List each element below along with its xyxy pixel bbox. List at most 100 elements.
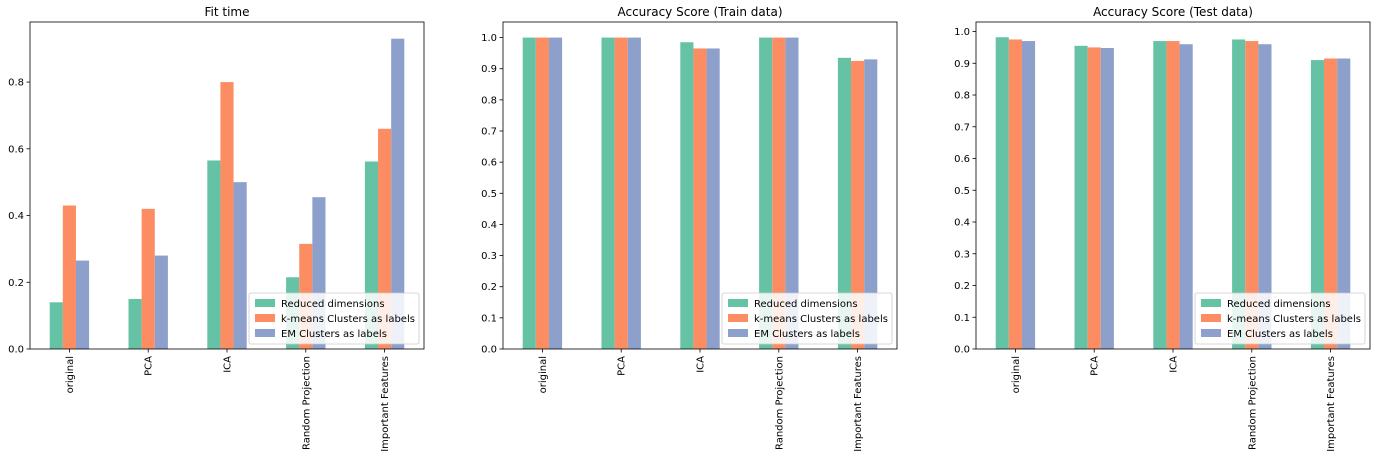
chart-title: Fit time	[205, 5, 250, 19]
bar-em-clusters-as-labels-original	[75, 260, 90, 349]
bar-k-means-clusters-as-labels-important-features	[1324, 58, 1338, 349]
bar-reduced-dimensions-random-projection	[759, 37, 773, 349]
bar-em-clusters-as-labels-ica	[706, 48, 720, 349]
y-tick-label: 1.0	[954, 27, 970, 38]
y-tick-label: 0.9	[481, 64, 497, 75]
legend-swatch-reduced-dimensions	[1201, 299, 1221, 307]
bar-reduced-dimensions-pca	[1074, 45, 1088, 350]
x-tick-label-important-features: Important Features	[380, 356, 391, 452]
bar-em-clusters-as-labels-ica	[233, 182, 247, 349]
x-tick-label-important-features: Important Features	[853, 356, 864, 452]
bar-em-clusters-as-labels-original	[1021, 41, 1036, 350]
bar-reduced-dimensions-ica	[1153, 41, 1167, 350]
y-tick-label: 0.4	[481, 220, 497, 231]
bar-em-clusters-as-labels-random-projection	[785, 37, 799, 349]
y-tick-label: 0.4	[8, 211, 24, 222]
x-tick-label-pca: PCA	[617, 356, 628, 376]
bar-reduced-dimensions-pca	[128, 298, 142, 349]
legend-swatch-em-clusters-as-labels	[1201, 329, 1221, 337]
legend-label-em-clusters-as-labels: EM Clusters as labels	[281, 329, 387, 340]
bar-em-clusters-as-labels-pca	[1100, 48, 1114, 349]
y-tick-label: 0.8	[8, 78, 24, 89]
y-tick-label: 0.3	[954, 249, 970, 260]
y-tick-label: 0.8	[481, 95, 497, 106]
y-tick-label: 0.6	[8, 144, 24, 155]
chart-panel-3: Accuracy Score (Test data) 0.0 0.1 0.2 0.3 0.…	[954, 5, 1371, 452]
legend-label-k-means-clusters-as-labels: k-means Clusters as labels	[281, 314, 415, 325]
x-tick-label-ica: ICA	[696, 356, 707, 373]
x-tick-label-original: original	[65, 356, 76, 393]
y-tick-label: 0.5	[954, 186, 970, 197]
chart-title: Accuracy Score (Train data)	[617, 5, 782, 19]
legend: Reduced dimensions k-means Clusters as la…	[1194, 292, 1366, 345]
bar-k-means-clusters-as-labels-ica	[220, 82, 234, 349]
bar-k-means-clusters-as-labels-random-projection	[772, 37, 786, 349]
bar-k-means-clusters-as-labels-pca	[614, 37, 628, 349]
legend-swatch-k-means-clusters-as-labels	[255, 314, 275, 322]
y-tick-label: 0.6	[481, 158, 497, 169]
x-tick-label-pca: PCA	[1090, 356, 1101, 376]
bar-reduced-dimensions-ica	[207, 160, 221, 349]
legend-swatch-k-means-clusters-as-labels	[1201, 314, 1221, 322]
legend-label-em-clusters-as-labels: EM Clusters as labels	[754, 329, 860, 340]
y-tick-label: 0.0	[954, 345, 970, 356]
bar-reduced-dimensions-random-projection	[1232, 39, 1246, 350]
bar-em-clusters-as-labels-important-features	[391, 38, 405, 350]
y-tick-label: 0.2	[8, 278, 24, 289]
bar-em-clusters-as-labels-random-projection	[1258, 44, 1272, 349]
legend: Reduced dimensions k-means Clusters as la…	[248, 292, 420, 345]
legend-box	[721, 292, 893, 345]
bar-k-means-clusters-as-labels-pca	[1087, 47, 1101, 350]
bar-reduced-dimensions-original	[522, 37, 536, 349]
bar-k-means-clusters-as-labels-original	[62, 205, 76, 349]
bar-em-clusters-as-labels-original	[548, 37, 563, 349]
legend-label-k-means-clusters-as-labels: k-means Clusters as labels	[754, 314, 888, 325]
bar-reduced-dimensions-important-features	[1310, 60, 1325, 349]
legend-box	[1194, 292, 1366, 345]
legend-swatch-k-means-clusters-as-labels	[728, 314, 748, 322]
bar-k-means-clusters-as-labels-original	[535, 37, 549, 349]
legend-swatch-em-clusters-as-labels	[728, 329, 748, 337]
legend-box	[248, 292, 420, 345]
bar-reduced-dimensions-original	[995, 37, 1009, 350]
x-tick-label-random-projection: Random Projection	[301, 356, 312, 450]
bar-reduced-dimensions-pca	[601, 37, 615, 349]
legend-label-reduced-dimensions: Reduced dimensions	[281, 299, 385, 310]
bar-k-means-clusters-as-labels-original	[1008, 39, 1022, 350]
y-tick-label: 0.4	[954, 218, 970, 229]
x-tick-label-ica: ICA	[223, 356, 234, 373]
y-tick-label: 0.0	[481, 345, 497, 356]
bar-reduced-dimensions-original	[49, 302, 63, 349]
y-tick-label: 0.2	[954, 281, 970, 292]
bar-k-means-clusters-as-labels-ica	[693, 48, 707, 349]
y-tick-label: 0.9	[954, 59, 970, 70]
chart-title: Accuracy Score (Test data)	[1093, 5, 1253, 19]
y-tick-label: 0.7	[481, 127, 497, 138]
y-tick-label: 0.5	[481, 189, 497, 200]
x-tick-label-original: original	[538, 356, 549, 393]
bar-reduced-dimensions-important-features	[837, 57, 852, 350]
bar-em-clusters-as-labels-pca	[627, 37, 641, 349]
y-tick-label: 0.7	[954, 122, 970, 133]
y-tick-label: 0.0	[8, 345, 24, 356]
y-tick-label: 0.3	[481, 251, 497, 262]
y-tick-label: 0.6	[954, 154, 970, 165]
legend: Reduced dimensions k-means Clusters as la…	[721, 292, 893, 345]
bar-k-means-clusters-as-labels-ica	[1166, 41, 1180, 350]
y-tick-label: 0.8	[954, 91, 970, 102]
y-tick-label: 0.1	[481, 313, 497, 324]
y-tick-label: 1.0	[481, 33, 497, 44]
x-tick-label-pca: PCA	[144, 356, 155, 376]
x-tick-label-random-projection: Random Projection	[774, 356, 785, 450]
legend-swatch-em-clusters-as-labels	[255, 329, 275, 337]
chart-panel-1: Fit time 0.0 0.2 0.4 0.6 0.8 original PCA ICA Ran…	[8, 5, 425, 452]
x-tick-label-ica: ICA	[1169, 356, 1180, 373]
x-tick-label-random-projection: Random Projection	[1247, 356, 1258, 450]
legend-swatch-reduced-dimensions	[255, 299, 275, 307]
bar-k-means-clusters-as-labels-important-features	[851, 60, 865, 350]
bar-k-means-clusters-as-labels-random-projection	[1245, 41, 1259, 350]
y-tick-label: 0.2	[481, 282, 497, 293]
bar-em-clusters-as-labels-important-features	[864, 59, 878, 350]
bar-em-clusters-as-labels-pca	[154, 255, 168, 349]
